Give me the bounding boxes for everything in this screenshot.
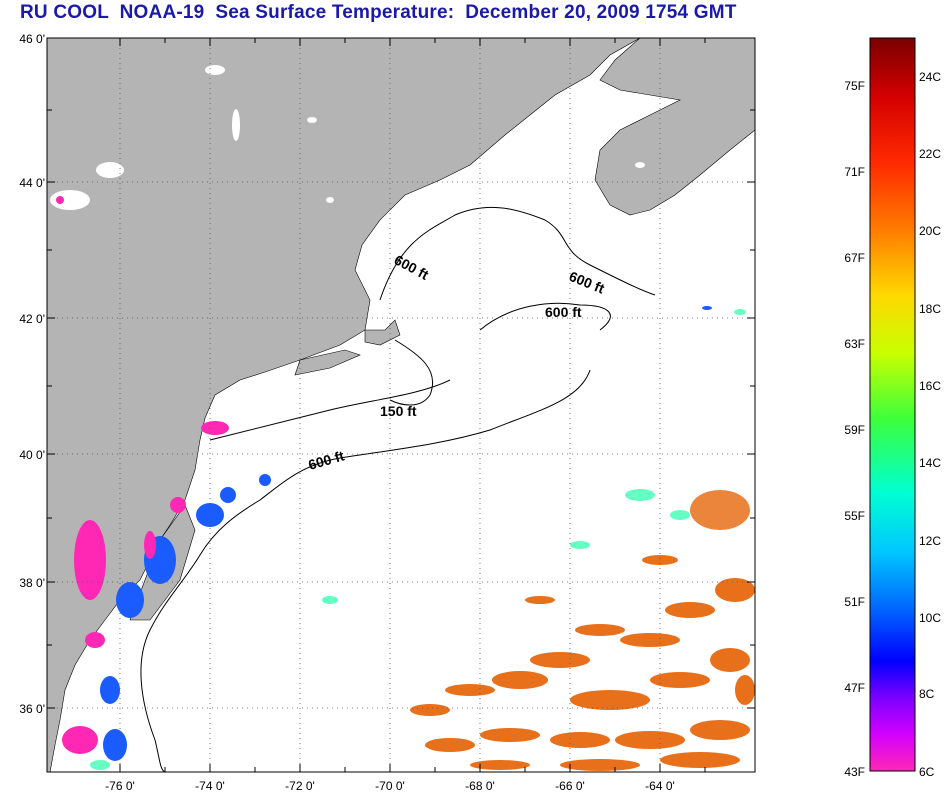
mid-water-patches bbox=[90, 309, 746, 770]
lon-label-70: -70 0' bbox=[375, 779, 405, 793]
sst-patches bbox=[56, 196, 755, 771]
lat-label-38: 38 0' bbox=[19, 576, 45, 590]
legend-c-20: 20C bbox=[919, 224, 941, 238]
nova-scotia bbox=[594, 37, 756, 216]
legend-c-24: 24C bbox=[919, 70, 941, 84]
legend-c-10: 10C bbox=[919, 611, 941, 625]
lon-label-76: -76 0' bbox=[105, 779, 135, 793]
contour-150ft bbox=[389, 339, 434, 406]
lat-label-40: 40 0' bbox=[19, 448, 45, 462]
lon-label-72: -72 0' bbox=[285, 779, 315, 793]
bathymetry-contours bbox=[140, 206, 656, 773]
contour-600ft-georges bbox=[479, 302, 611, 331]
colorbar-celsius-labels: 24C 22C 20C 18C 16C 14C 12C 10C 8C 6C bbox=[919, 70, 941, 779]
colorbar-fahrenheit-labels: 75F 71F 67F 63F 59F 55F 51F 47F 43F bbox=[844, 79, 865, 779]
contour-shelf-inner bbox=[209, 379, 451, 441]
legend-f-43: 43F bbox=[844, 765, 865, 779]
contour-600ft-gulf bbox=[379, 206, 656, 301]
map-frame bbox=[46, 37, 756, 773]
longitude-labels: -76 0' -74 0' -72 0' -70 0' -68 0' -66 0… bbox=[105, 779, 675, 793]
lat-label-42: 42 0' bbox=[19, 312, 45, 326]
legend-f-47: 47F bbox=[844, 681, 865, 695]
lakes bbox=[50, 65, 645, 210]
cold-water-patches bbox=[56, 196, 229, 754]
legend-f-75: 75F bbox=[844, 79, 865, 93]
lon-label-74: -74 0' bbox=[195, 779, 225, 793]
graticule bbox=[47, 38, 755, 772]
legend-c-14: 14C bbox=[919, 456, 941, 470]
legend-f-71: 71F bbox=[844, 165, 865, 179]
legend-f-55: 55F bbox=[844, 509, 865, 523]
legend-c-18: 18C bbox=[919, 302, 941, 316]
colorbar-gradient bbox=[869, 37, 916, 772]
tick-marks bbox=[47, 37, 755, 772]
legend-c-12: 12C bbox=[919, 534, 941, 548]
warm-water-patches bbox=[410, 490, 755, 771]
legend-f-59: 59F bbox=[844, 423, 865, 437]
lon-label-68: -68 0' bbox=[465, 779, 495, 793]
contour-600ft-shelf bbox=[140, 369, 591, 773]
legend-f-63: 63F bbox=[844, 337, 865, 351]
long-island bbox=[294, 349, 361, 376]
contour-label-150ft: 150 ft bbox=[380, 403, 417, 419]
cape-cod bbox=[364, 319, 401, 346]
legend-f-51: 51F bbox=[844, 595, 865, 609]
legend-c-6: 6C bbox=[919, 765, 935, 779]
lon-label-64: -64 0' bbox=[645, 779, 675, 793]
us-mainland bbox=[46, 37, 642, 773]
lat-label-36: 36 0' bbox=[19, 702, 45, 716]
legend-f-67: 67F bbox=[844, 251, 865, 265]
legend-c-16: 16C bbox=[919, 379, 941, 393]
contour-label-600ft-3: 600 ft bbox=[545, 304, 582, 320]
lat-label-46: 46 0' bbox=[19, 32, 45, 46]
legend-c-22: 22C bbox=[919, 147, 941, 161]
lat-label-44: 44 0' bbox=[19, 176, 45, 190]
latitude-labels: 46 0' 44 0' 42 0' 40 0' 38 0' 36 0' bbox=[19, 32, 45, 716]
lon-label-66: -66 0' bbox=[555, 779, 585, 793]
legend-c-8: 8C bbox=[919, 687, 935, 701]
map-title: RU COOL NOAA-19 Sea Surface Temperature:… bbox=[20, 2, 737, 23]
